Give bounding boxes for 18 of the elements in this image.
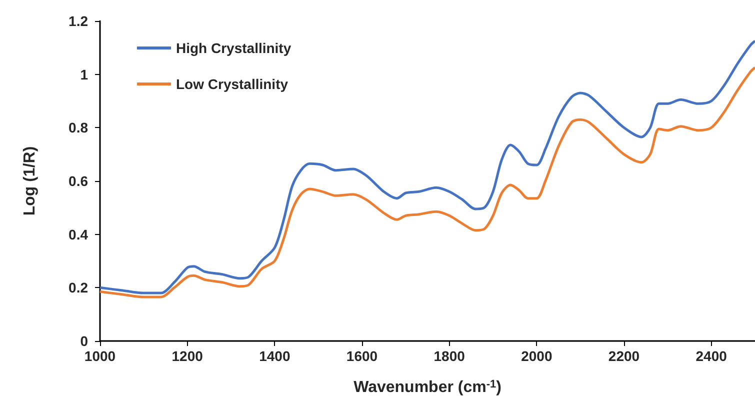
x-tick-label: 2400: [696, 348, 728, 364]
x-tick-label: 1000: [84, 348, 116, 364]
y-tick-label: 0.2: [68, 280, 88, 296]
x-tick-label: 2200: [608, 348, 640, 364]
y-tick-label: 0.6: [68, 173, 88, 189]
x-tick-label: 1400: [259, 348, 290, 364]
x-tick-label: 1800: [434, 348, 466, 364]
y-tick-label: 0.4: [68, 226, 88, 242]
y-tick-label: 0.8: [68, 120, 88, 136]
x-tick-label: 1600: [346, 348, 378, 364]
legend-label: High Crystallinity: [176, 40, 292, 56]
legend-label: Low Crystallinity: [176, 76, 288, 92]
y-axis-title: Log (1/R): [22, 146, 38, 216]
x-tick-label: 1200: [172, 348, 204, 364]
y-tick-label: 1: [80, 66, 88, 82]
y-tick-label: 0: [80, 333, 88, 349]
x-tick-label: 2000: [521, 348, 552, 364]
y-tick-label: 1.2: [68, 13, 88, 29]
